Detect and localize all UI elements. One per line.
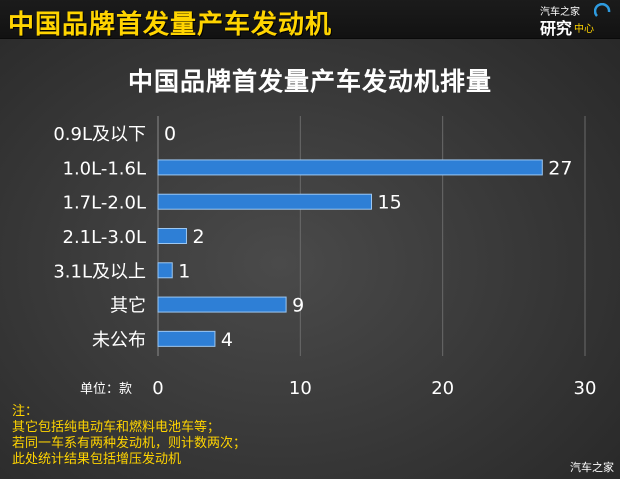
bar [157, 296, 287, 313]
data-label: 15 [378, 192, 402, 214]
notes-line: 此处统计结果包括增压发动机 [12, 452, 182, 467]
watermark: 汽车之家 [570, 461, 614, 474]
data-label: 0 [164, 123, 176, 145]
brand-sub-text: 中心 [574, 24, 594, 35]
chart-title: 中国品牌首发量产车发动机排量 [127, 67, 492, 96]
category-label: 3.1L及以上 [53, 261, 146, 282]
bar [157, 193, 372, 210]
x-tick-label: 30 [574, 378, 597, 399]
category-label: 未公布 [92, 330, 146, 351]
category-label: 1.7L-2.0L [63, 193, 147, 214]
label-layer: 0 10 20 30 0.9L及以下 0 1.0L-1.6L 27 1.7L-2.0L 15 2.1… [53, 123, 596, 399]
category-label: 2.1L-3.0L [63, 227, 147, 248]
notes-heading: 注： [12, 404, 39, 419]
unit-label: 单位：款 [80, 382, 133, 397]
data-label: 9 [292, 295, 304, 317]
bar [157, 228, 187, 244]
brand-top-text: 汽车之家 [540, 7, 580, 18]
notes-line: 其它包括纯电动车和燃料电池车等； [12, 420, 221, 435]
brand-logo: 汽车之家 研究 中心 [540, 3, 612, 38]
bar [157, 330, 216, 347]
category-label: 1.0L-1.6L [63, 158, 147, 179]
header-bar: 中国品牌首发量产车发动机 汽车之家 研究 中心 [0, 0, 620, 40]
notes-block: 注： 其它包括纯电动车和燃料电池车等； 若同一车系有两种发动机，则计数两次； 此… [12, 404, 246, 468]
category-label: 其它 [110, 296, 146, 317]
grid-layer [157, 116, 586, 356]
bar [157, 159, 543, 176]
brand-arc-icon [594, 3, 611, 17]
bar-layer [157, 159, 543, 347]
x-tick-label: 20 [431, 378, 454, 399]
category-label: 0.9L及以下 [53, 124, 146, 145]
data-label: 1 [178, 260, 190, 282]
x-tick-label: 0 [152, 378, 163, 399]
data-label: 4 [221, 329, 233, 351]
page-title: 中国品牌首发量产车发动机 [8, 10, 333, 40]
notes-line: 若同一车系有两种发动机，则计数两次； [12, 436, 247, 451]
brand-main-text: 研究 [540, 19, 573, 38]
x-tick-label: 10 [289, 378, 312, 399]
data-label: 27 [548, 157, 572, 179]
data-label: 2 [192, 226, 204, 248]
bar [157, 262, 173, 279]
